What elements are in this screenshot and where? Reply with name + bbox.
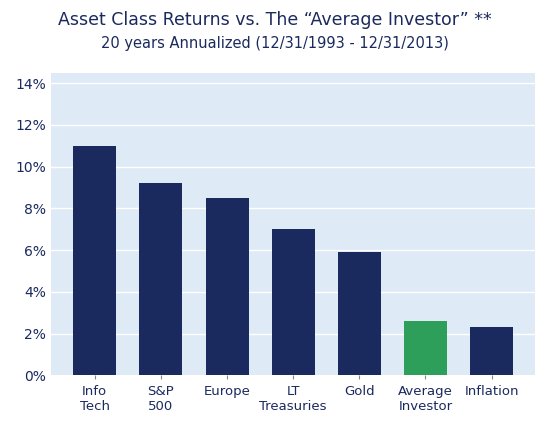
Bar xyxy=(139,183,183,375)
Bar xyxy=(338,252,381,375)
Bar xyxy=(404,321,447,375)
Bar xyxy=(272,229,315,375)
Bar xyxy=(470,327,513,375)
Text: Asset Class Returns vs. The “Average Investor” **: Asset Class Returns vs. The “Average Inv… xyxy=(58,11,492,29)
Text: 20 years Annualized (12/31/1993 - 12/31/2013): 20 years Annualized (12/31/1993 - 12/31/… xyxy=(101,36,449,51)
Bar xyxy=(73,146,116,375)
Bar xyxy=(206,198,249,375)
